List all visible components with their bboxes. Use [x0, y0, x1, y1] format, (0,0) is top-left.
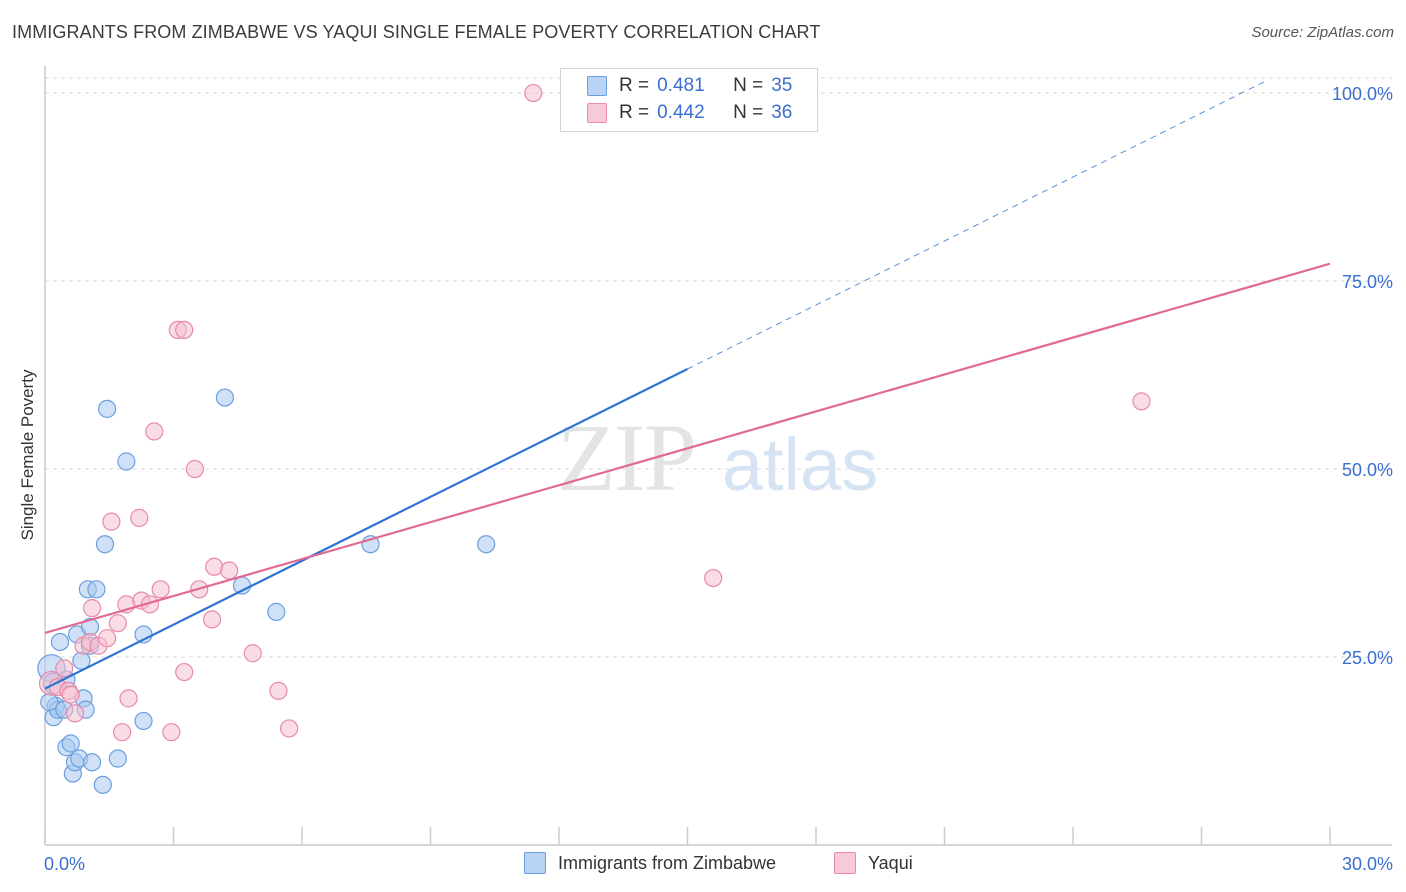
legend-row-zimbabwe: R = 0.481 N = 35: [561, 73, 792, 99]
legend-label-zimbabwe: Immigrants from Zimbabwe: [558, 852, 777, 873]
data-point: [1132, 392, 1151, 411]
legend-swatch-pink: [587, 103, 607, 123]
data-point: [185, 459, 205, 479]
legend-r-value: 0.442: [657, 102, 705, 123]
data-point: [477, 535, 496, 554]
data-point: [704, 568, 723, 588]
y-axis-label: Single Female Poverty: [18, 369, 37, 541]
data-point: [112, 723, 132, 742]
legend-n-value: 36: [771, 102, 793, 123]
trend-line-zimbabwe: [44, 368, 688, 690]
data-point: [117, 452, 136, 471]
watermark-zip: ZIP: [557, 404, 695, 511]
legend-r-label: R =: [619, 75, 650, 96]
data-point: [175, 320, 194, 340]
data-point: [93, 775, 112, 794]
y-tick-labels: 25.0% 50.0% 75.0% 100.0%: [1332, 84, 1393, 668]
legend-n-value: 35: [771, 75, 793, 96]
data-point: [102, 512, 121, 531]
series-legend: Immigrants from Zimbabwe Yaqui: [0, 852, 1406, 876]
legend-label-yaqui: Yaqui: [868, 852, 913, 873]
trend-line-zimbabwe-extension: [687, 80, 1266, 370]
legend-swatch-blue: [524, 852, 546, 874]
axes: [44, 66, 1392, 846]
data-point: [40, 693, 59, 712]
data-point: [162, 723, 181, 742]
legend-swatch-blue: [587, 76, 607, 96]
data-point: [95, 535, 115, 554]
y-tick-label: 25.0%: [1342, 648, 1393, 668]
data-point: [108, 749, 127, 768]
y-tick-label: 50.0%: [1342, 460, 1393, 480]
legend-r-value: 0.481: [657, 75, 705, 96]
legend-swatch-pink: [834, 852, 856, 874]
data-point: [524, 83, 543, 103]
data-point: [130, 508, 149, 527]
data-point: [205, 557, 224, 576]
legend-n-label: N =: [733, 102, 764, 123]
data-point: [61, 685, 80, 704]
data-point: [145, 422, 164, 441]
trend-lines: [44, 80, 1331, 690]
chart-title: IMMIGRANTS FROM ZIMBABWE VS YAQUI SINGLE…: [12, 22, 821, 42]
stats-legend: R = 0.481 N = 35 R = 0.442 N = 36: [560, 68, 818, 132]
legend-n-label: N =: [733, 75, 764, 96]
data-point: [267, 602, 286, 621]
watermark-atlas: atlas: [722, 423, 878, 506]
data-point: [269, 681, 288, 700]
legend-item-yaqui: Yaqui: [834, 852, 913, 874]
series-yaqui-points: [38, 83, 1151, 742]
data-point: [175, 662, 194, 682]
x-tick-labels: 0.0% 30.0%: [44, 854, 1393, 874]
y-tick-label: 75.0%: [1342, 272, 1393, 292]
grid-lines: [45, 77, 1392, 658]
data-point: [98, 629, 117, 648]
data-point: [220, 561, 239, 580]
data-point: [108, 614, 127, 633]
data-point: [50, 632, 70, 652]
data-point: [202, 610, 222, 629]
data-point: [119, 689, 138, 708]
data-point: [134, 711, 153, 731]
data-point: [65, 704, 85, 723]
data-point: [243, 644, 262, 663]
legend-row-yaqui: R = 0.442 N = 36: [561, 100, 792, 126]
data-point: [61, 734, 80, 753]
data-point: [280, 719, 299, 738]
series-zimbabwe-points: [37, 388, 496, 794]
legend-item-zimbabwe: Immigrants from Zimbabwe: [524, 852, 776, 874]
watermark: ZIP atlas: [557, 404, 878, 511]
x-tick-label: 30.0%: [1342, 854, 1393, 874]
data-point: [83, 599, 102, 618]
legend-r-label: R =: [619, 102, 650, 123]
data-point: [151, 580, 170, 599]
data-point: [98, 399, 117, 418]
chart-source: Source: ZipAtlas.com: [1251, 24, 1394, 41]
x-tick-label: 0.0%: [44, 854, 85, 874]
data-point: [87, 580, 106, 599]
data-point: [55, 659, 74, 678]
data-point: [83, 753, 102, 772]
data-point: [215, 388, 234, 407]
y-tick-label: 100.0%: [1332, 84, 1393, 104]
trend-line-yaqui: [44, 262, 1331, 635]
